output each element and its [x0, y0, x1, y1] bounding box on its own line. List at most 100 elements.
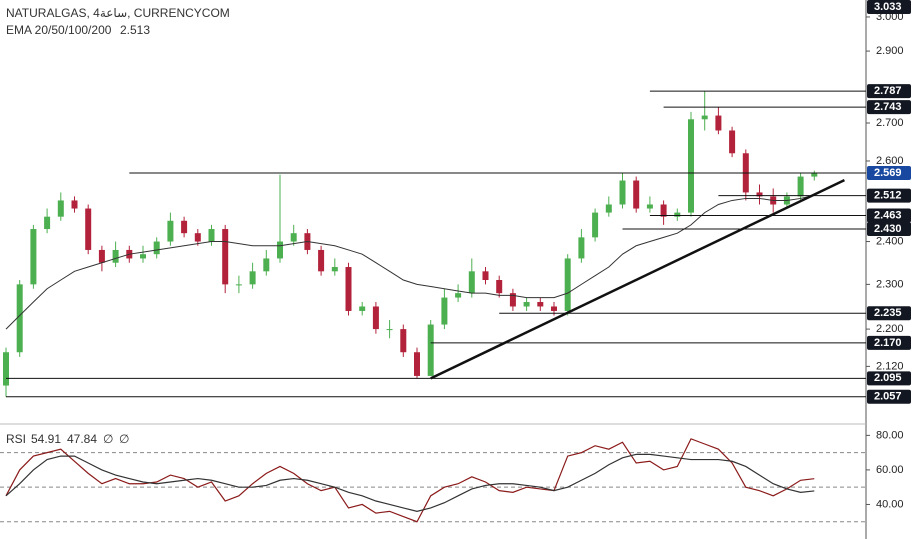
candle-body — [140, 254, 146, 259]
candle-body — [537, 302, 544, 307]
y-tick-label: 40.00 — [876, 498, 904, 510]
candle-body — [235, 284, 242, 286]
candle-body — [181, 220, 188, 234]
candle-body — [345, 267, 352, 311]
candle-body — [71, 200, 78, 209]
candle-body — [633, 180, 640, 209]
candle-body — [222, 229, 229, 285]
candle-body — [263, 258, 270, 272]
candle-body — [85, 208, 92, 250]
level-label: 2.569 — [874, 167, 902, 179]
level-box — [867, 389, 911, 404]
candle-body — [605, 204, 612, 213]
level-label: 2.743 — [874, 101, 902, 113]
trendline — [430, 178, 845, 380]
level-box — [867, 188, 911, 203]
rsi-line — [5, 453, 815, 512]
rsi-title: RSI — [6, 432, 26, 446]
rsi-extra: ∅ — [119, 432, 129, 446]
candle-body — [619, 180, 626, 205]
candle-body — [30, 229, 37, 285]
candle-body — [496, 279, 503, 294]
candle-body — [249, 271, 256, 285]
candle-body — [277, 241, 283, 259]
y-tick-label: 2.120 — [876, 360, 904, 372]
rsi-value: 54.91 — [31, 432, 61, 446]
level-label: 3.033 — [874, 1, 902, 13]
level-label: 2.463 — [874, 209, 902, 221]
level-box — [867, 222, 911, 237]
y-tick-label: 2.200 — [876, 323, 904, 335]
candle-body — [551, 306, 557, 311]
candle-body — [646, 204, 653, 209]
level-box — [867, 0, 911, 14]
level-box — [867, 371, 911, 386]
candle-body — [455, 293, 462, 298]
indicator-name: EMA 20/50/100/200 — [6, 23, 112, 37]
candle-body — [153, 241, 160, 255]
candle-body — [359, 306, 366, 311]
level-box — [867, 100, 911, 115]
candle-body — [660, 204, 667, 217]
candle-body — [797, 176, 804, 197]
candle-body — [112, 249, 119, 263]
candle-body — [98, 249, 105, 263]
candle-body — [811, 173, 818, 177]
symbol-title: NATURALGAS, 4ساعة, CURRENCYCOM — [6, 6, 230, 20]
candle-body — [318, 249, 325, 272]
candle-body — [509, 293, 516, 307]
level-label: 2.095 — [874, 372, 902, 384]
level-box — [867, 166, 911, 181]
rsi-extra: ∅ — [103, 432, 113, 446]
y-tick-label: 2.700 — [876, 117, 904, 129]
candle-body — [194, 233, 201, 242]
candle-body — [592, 212, 599, 238]
y-tick-label: 60.00 — [876, 464, 904, 476]
candle-body — [16, 284, 23, 353]
level-label: 2.170 — [874, 337, 902, 349]
y-tick-label: 80.00 — [876, 429, 904, 441]
candle-body — [468, 271, 475, 294]
level-label: 2.235 — [874, 307, 902, 319]
level-box — [867, 306, 911, 321]
candle-body — [756, 192, 763, 197]
y-tick-label: 2.900 — [876, 45, 904, 57]
candle-body — [57, 200, 64, 217]
y-tick-label: 2.600 — [876, 155, 904, 167]
candle-body — [386, 329, 393, 331]
level-box — [867, 84, 911, 99]
level-box — [867, 208, 911, 223]
candle-body — [414, 352, 420, 376]
level-label: 2.430 — [874, 223, 902, 235]
candle-body — [208, 229, 215, 242]
candle-body — [290, 233, 297, 242]
indicator-value: 2.513 — [120, 23, 150, 37]
rsi-ma-value: 47.84 — [67, 432, 97, 446]
candle-body — [3, 352, 9, 386]
candle-body — [564, 258, 571, 311]
candle-body — [372, 306, 379, 330]
candle-body — [729, 130, 736, 154]
candle-body — [701, 115, 708, 120]
candle-body — [331, 267, 338, 272]
level-label: 2.512 — [874, 190, 902, 202]
level-box — [867, 335, 911, 350]
candle-body — [715, 115, 722, 131]
candle-body — [482, 271, 489, 280]
candle-body — [400, 329, 407, 353]
level-label: 2.787 — [874, 85, 902, 97]
candle-body — [441, 297, 448, 325]
candle-body — [674, 212, 681, 217]
candle-body — [523, 302, 530, 307]
candle-body — [167, 220, 174, 242]
candle-body — [578, 237, 585, 259]
candle-body — [44, 216, 51, 230]
ema-line — [5, 194, 815, 330]
level-label: 2.057 — [874, 391, 902, 403]
candle-body — [427, 324, 434, 376]
y-tick-label: 2.400 — [876, 235, 904, 247]
rsi-line — [5, 438, 815, 523]
candle-body — [688, 119, 694, 213]
